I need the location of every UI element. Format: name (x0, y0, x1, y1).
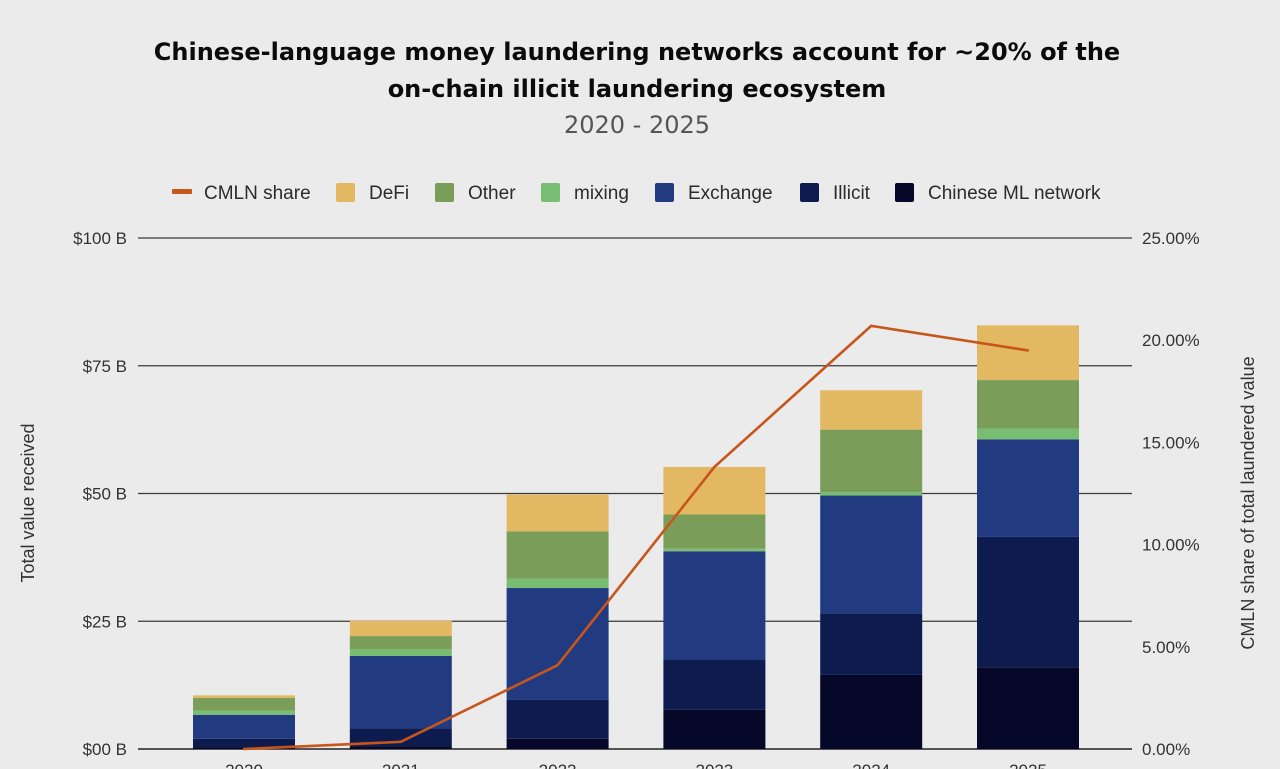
left-axis-title: Total value received (18, 423, 38, 582)
cmln-share-point-2020 (242, 747, 246, 751)
bar-defi-2021 (349, 620, 452, 637)
left-tick-label: $00 B (83, 740, 127, 759)
bar-exchange-2025 (977, 439, 1079, 537)
legend-label-mixing: mixing (574, 183, 629, 204)
bar-exchange-2020 (193, 714, 295, 739)
bar-illicit-2020 (193, 738, 295, 748)
x-tick-label-2024: 2024 (852, 761, 890, 769)
bar-mixing-2025 (977, 428, 1079, 440)
cmln-share-point-2022 (556, 663, 559, 667)
right-tick-label: 10.00% (1142, 536, 1200, 555)
bar-mixing-2020 (193, 710, 295, 715)
legend-item-mixing: mixing (541, 183, 629, 204)
bar-illicit-2023 (663, 659, 766, 710)
bar-other-2020 (193, 697, 295, 711)
bar-other-2023 (663, 514, 766, 549)
bar-stack-2024 (820, 390, 923, 749)
grid-lines (138, 237, 1132, 750)
bar-other-2024 (820, 429, 923, 492)
legend-item-defi: DeFi (336, 183, 409, 204)
x-tick-label-2021: 2021 (382, 761, 420, 769)
right-axis-title: CMLN share of total laundered value (1238, 356, 1258, 649)
chart-subtitle: 2020 - 2025 (564, 111, 710, 139)
x-axis-ticks: 2020 2021 2022 2023 2024 2025 (225, 761, 1047, 769)
legend-swatch-chinese-ml-network (895, 183, 914, 202)
legend-item-other: Other (435, 183, 516, 204)
legend-swatch-defi (336, 183, 355, 202)
legend-label-chinese-ml-network: Chinese ML network (928, 183, 1101, 204)
chart-legend: CMLN share DeFi Other mixing Exchange Illicit… (172, 183, 1101, 204)
legend-swatch-other (435, 183, 454, 202)
legend-swatch-cmln-share (172, 189, 192, 194)
left-tick-label: $50 B (83, 485, 127, 504)
legend-label-exchange: Exchange (688, 183, 773, 204)
right-tick-label: 20.00% (1142, 331, 1200, 350)
bar-other-2021 (349, 636, 452, 650)
legend-item-exchange: Exchange (655, 183, 773, 204)
right-axis-ticks: 0.00% 5.00% 10.00% 15.00% 20.00% 25.00% (1142, 229, 1200, 759)
legend-swatch-mixing (541, 183, 560, 202)
chart-title-line-2: on-chain illicit laundering ecosystem (388, 75, 887, 103)
bar-mixing-2024 (820, 491, 923, 496)
legend-item-cmln-share: CMLN share (172, 183, 311, 204)
legend-label-other: Other (468, 183, 516, 204)
left-tick-label: $25 B (83, 612, 127, 631)
bar-stack-2023 (663, 466, 766, 749)
cmln-share-line (243, 324, 1029, 751)
bar-stack-2020 (193, 695, 295, 749)
legend-label-illicit: Illicit (833, 183, 871, 204)
x-tick-label-2020: 2020 (225, 761, 263, 769)
bar-chinese-ml-network-2025 (977, 667, 1079, 749)
right-tick-label: 15.00% (1142, 433, 1200, 452)
bar-mixing-2022 (506, 578, 609, 589)
bar-defi-2025 (977, 325, 1079, 381)
cmln-share-point-2024 (870, 324, 873, 328)
legend-item-chinese-ml-network: Chinese ML network (895, 183, 1101, 204)
bars-group (193, 325, 1079, 749)
bar-mixing-2023 (663, 548, 766, 552)
bar-chinese-ml-network-2021 (349, 746, 452, 749)
left-tick-label: $100 B (73, 229, 127, 248)
legend-label-defi: DeFi (369, 183, 409, 204)
cmln-share-line-group (242, 324, 1030, 751)
bar-chinese-ml-network-2022 (506, 738, 609, 749)
legend-item-illicit: Illicit (800, 183, 871, 204)
legend-swatch-exchange (655, 183, 674, 202)
bar-other-2025 (977, 380, 1079, 429)
bar-exchange-2021 (349, 655, 452, 729)
bar-mixing-2021 (349, 649, 452, 656)
bar-other-2022 (506, 531, 609, 579)
bar-chinese-ml-network-2024 (820, 674, 923, 749)
bar-exchange-2024 (820, 495, 923, 614)
bar-exchange-2023 (663, 551, 766, 660)
right-tick-label: 25.00% (1142, 229, 1200, 248)
right-tick-label: 0.00% (1142, 740, 1190, 759)
bar-defi-2020 (193, 695, 295, 698)
bar-illicit-2024 (820, 613, 923, 675)
bar-stack-2021 (349, 620, 452, 749)
cmln-share-point-2021 (399, 740, 402, 744)
cmln-share-point-2023 (713, 465, 716, 469)
right-tick-label: 5.00% (1142, 638, 1190, 657)
x-tick-label-2023: 2023 (695, 761, 733, 769)
chart-title-line-1: Chinese-language money laundering networ… (154, 38, 1120, 66)
bar-defi-2023 (663, 466, 766, 515)
left-axis-ticks: $00 B $25 B $50 B $75 B $100 B (73, 229, 127, 759)
bar-stack-2025 (977, 325, 1079, 749)
cmln-share-point-2025 (1026, 349, 1030, 352)
x-tick-label-2022: 2022 (539, 761, 577, 769)
legend-swatch-illicit (800, 183, 819, 202)
bar-defi-2022 (506, 494, 609, 532)
left-tick-label: $75 B (83, 357, 127, 376)
bar-illicit-2025 (977, 536, 1079, 668)
legend-label-cmln-share: CMLN share (204, 183, 311, 204)
bar-stack-2022 (506, 494, 609, 749)
bar-defi-2024 (820, 390, 923, 430)
x-tick-label-2025: 2025 (1009, 761, 1047, 769)
bar-chinese-ml-network-2023 (663, 709, 766, 749)
bar-illicit-2022 (506, 699, 609, 739)
